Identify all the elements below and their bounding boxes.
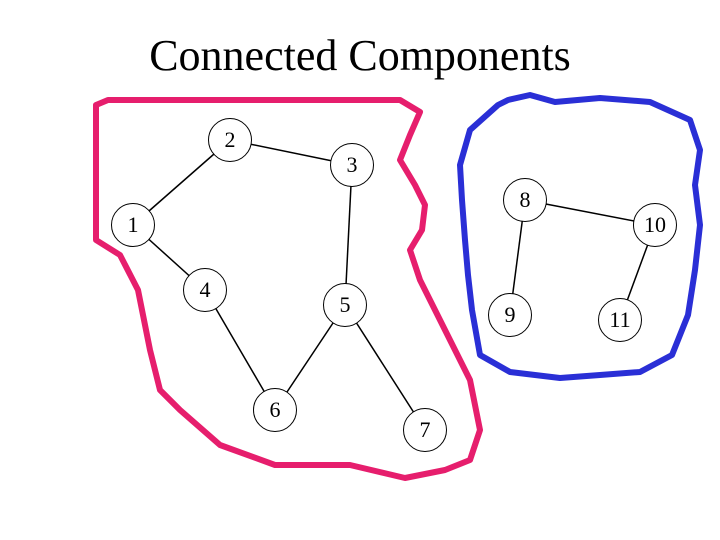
- node-label-4: 4: [200, 277, 211, 303]
- diagram-title: Connected Components: [0, 30, 720, 81]
- node-6: 6: [253, 388, 297, 432]
- node-10: 10: [633, 203, 677, 247]
- node-label-2: 2: [225, 127, 236, 153]
- node-5: 5: [323, 283, 367, 327]
- node-label-9: 9: [505, 302, 516, 328]
- node-label-3: 3: [347, 152, 358, 178]
- node-label-1: 1: [128, 212, 139, 238]
- node-label-5: 5: [340, 292, 351, 318]
- node-3: 3: [330, 143, 374, 187]
- diagram-stage: Connected Components 1 2 3 4 5 6 7 8 9 10 11: [0, 0, 720, 540]
- node-1: 1: [111, 203, 155, 247]
- node-2: 2: [208, 118, 252, 162]
- node-label-10: 10: [644, 212, 666, 238]
- node-8: 8: [503, 178, 547, 222]
- node-label-8: 8: [520, 187, 531, 213]
- node-label-11: 11: [609, 307, 630, 333]
- node-label-7: 7: [420, 417, 431, 443]
- node-7: 7: [403, 408, 447, 452]
- node-label-6: 6: [270, 397, 281, 423]
- node-11: 11: [598, 298, 642, 342]
- node-4: 4: [183, 268, 227, 312]
- node-9: 9: [488, 293, 532, 337]
- edge-layer: [0, 0, 720, 540]
